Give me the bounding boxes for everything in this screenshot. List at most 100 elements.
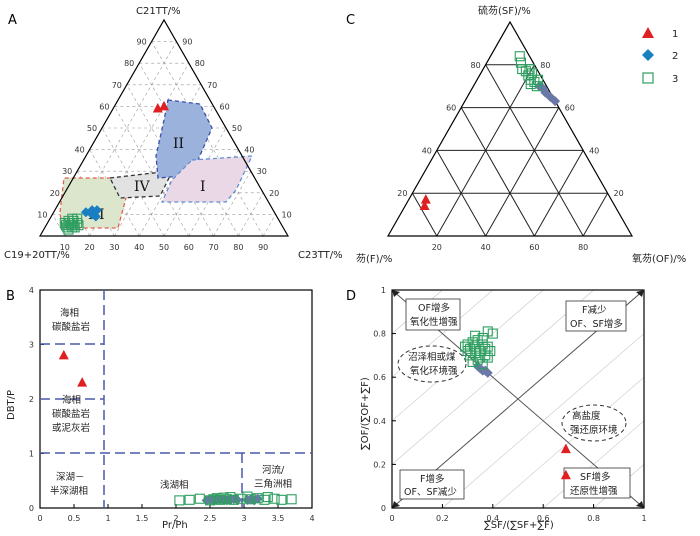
tick-label-left-axis: 60: [220, 102, 230, 111]
data-point: [259, 494, 270, 505]
tick-label-right-axis: 10: [60, 243, 70, 252]
zone-b2-line2: 半深湖相: [50, 485, 88, 497]
tick-label-left-axis: 80: [540, 61, 550, 70]
field-i-label: I: [200, 179, 206, 195]
zone-d1-line2: OF、SF增多: [570, 318, 623, 330]
tick-label-top-axis: 30: [62, 167, 72, 176]
field-iv: [109, 171, 171, 199]
x-tick-label: 0: [37, 514, 42, 523]
zone-b3-line1: 浅湖相: [160, 479, 189, 491]
tick-label-right-axis: 80: [578, 243, 588, 252]
zone-label-d-f-increase: F增多 OF、SF减少: [404, 473, 457, 498]
axis-title-top-a: C21TT/%: [136, 6, 181, 17]
y-tick-label: 2: [29, 395, 34, 404]
data-point: [63, 224, 74, 235]
zone-d2-line1: 沼泽相或煤: [408, 351, 456, 363]
tick-label-top-axis: 90: [137, 38, 147, 47]
tick-label-right-axis: 80: [233, 243, 243, 252]
tick-label-top-axis: 50: [87, 124, 97, 133]
data-point: [228, 494, 239, 505]
data-point: [159, 100, 169, 111]
y-tick-label: 1: [381, 286, 386, 295]
data-point: [245, 494, 256, 505]
field-ii: [155, 99, 213, 179]
data-point: [218, 492, 229, 503]
grid-line: [436, 150, 487, 237]
tick-label-left-axis: 50: [232, 124, 242, 133]
grid-line: [533, 150, 584, 237]
grid-line: [213, 171, 252, 237]
data-point: [276, 494, 287, 505]
x-tick-label: 0.6: [537, 514, 550, 523]
zone-b1-line1: 海相: [62, 394, 81, 406]
axis-title-y-b: DBT/P: [6, 390, 17, 420]
tick-label-right-axis: 20: [85, 243, 95, 252]
x-tick-label: 0.8: [587, 514, 600, 523]
zone-box-f-increase: [399, 469, 465, 500]
zone-d0-line1: OF增多: [418, 302, 450, 314]
zone-d4-line1: F增多: [420, 473, 444, 485]
y-tick-label: 0.6: [373, 373, 386, 382]
x-tick-label: 2.5: [204, 514, 217, 523]
zone-label-d-swamp: 沼泽相或煤 氧化环境强: [408, 351, 459, 377]
zone-box-of-increase: [405, 298, 461, 331]
tick-label-top-axis: 20: [397, 189, 407, 198]
zone-b4-line2: 三角洲相: [254, 478, 292, 490]
axis-title-x-b: Pr/Ph: [162, 520, 188, 531]
x-tick-label: 1: [105, 514, 110, 523]
grid-line: [151, 41, 264, 237]
data-point: [262, 492, 273, 503]
axis-title-left-a: C19+20TT/%: [4, 250, 70, 261]
grid-line: [262, 214, 276, 237]
panel-label-b: B: [6, 289, 15, 304]
y-tick-label: 0: [381, 504, 386, 513]
field-iv-label: IV: [134, 179, 151, 195]
tick-label-top-axis: 70: [112, 81, 122, 90]
data-point: [174, 495, 185, 506]
data-point: [524, 64, 535, 75]
legend-marker-diamond: [642, 49, 654, 61]
tick-label-left-axis: 20: [269, 189, 279, 198]
zone-box-f-decrease: [565, 300, 627, 332]
tick-label-left-axis: 10: [282, 210, 292, 219]
tick-label-top-axis: 10: [37, 210, 47, 219]
data-point: [67, 217, 78, 229]
data-point: [208, 494, 219, 505]
data-point: [92, 205, 103, 216]
data-point: [80, 207, 91, 218]
x-tick-label: 0.4: [486, 514, 499, 523]
tick-label-right-axis: 50: [159, 243, 169, 252]
grid-line: [238, 192, 264, 237]
data-point: [482, 367, 493, 378]
tick-label-left-axis: 40: [244, 146, 254, 155]
zone-b0-line1: 海相: [60, 307, 79, 319]
tick-label-top-axis: 40: [422, 146, 432, 155]
axis-title-right-c: 氧芴(OF)/%: [632, 252, 686, 265]
tick-label-top-axis: 40: [75, 146, 85, 155]
data-point: [482, 326, 493, 337]
data-point: [90, 211, 101, 222]
zone-b4-line1: 河流/: [262, 464, 285, 476]
tick-label-right-axis: 40: [481, 243, 491, 252]
tick-label-right-axis: 30: [109, 243, 119, 252]
y-tick-label: 0.4: [373, 417, 386, 426]
zone-d5-line2: 还原性增强: [570, 485, 618, 497]
field-i: [160, 155, 254, 203]
data-point: [221, 494, 233, 505]
zone-ellipse-swamp: [397, 345, 467, 383]
tick-label-left-axis: 30: [257, 167, 267, 176]
axis-title-right-a: C23TT/%: [298, 250, 343, 261]
zone-d3-line2: 强还原环境: [570, 424, 618, 436]
y-tick-label: 4: [29, 286, 34, 295]
data-point: [235, 493, 246, 504]
y-tick-label: 0.8: [373, 330, 386, 339]
zone-label-b-marine-carbonate-marl: 海相 碳酸盐岩 或泥灰岩: [52, 394, 93, 434]
x-tick-label: 0: [389, 514, 394, 523]
tick-label-left-axis: 90: [182, 38, 192, 47]
data-point: [77, 377, 88, 387]
data-point: [286, 494, 297, 505]
zone-label-b-fluvial-delta: 河流/ 三角洲相: [254, 464, 292, 490]
data-point: [215, 494, 226, 505]
zone-lines-b: [40, 290, 312, 508]
tick-label-top-axis: 60: [446, 104, 456, 113]
